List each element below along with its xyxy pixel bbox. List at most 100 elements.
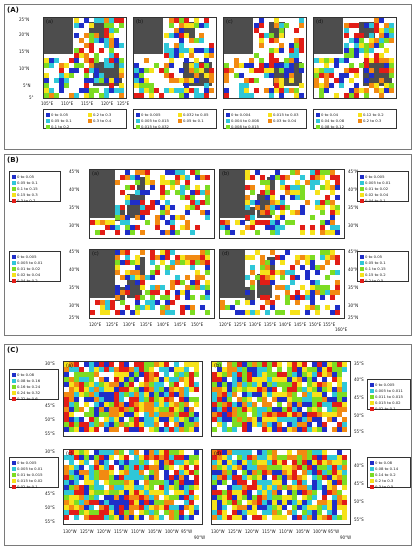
grid-cell xyxy=(190,200,195,205)
grid-cell xyxy=(232,412,237,417)
panel-letter: (c) xyxy=(226,19,233,25)
grid-cell xyxy=(179,495,184,500)
map-panel: (b) xyxy=(133,17,217,99)
grid-cell xyxy=(79,460,84,465)
grid-cell xyxy=(160,310,165,315)
grid-cell xyxy=(260,280,265,285)
grid-cell xyxy=(305,295,310,300)
grid-cell xyxy=(277,505,282,510)
grid-cell xyxy=(205,215,210,220)
grid-cell xyxy=(337,397,342,402)
grid-cell xyxy=(354,23,359,28)
legend-label: 0 to 0.08 xyxy=(17,372,35,377)
land-mass xyxy=(44,18,73,54)
grid-cell xyxy=(144,78,149,83)
grid-cell xyxy=(164,68,169,73)
grid-cell xyxy=(255,230,260,235)
grid-cell xyxy=(257,515,262,520)
grid-cell xyxy=(169,18,174,23)
legend-item: 0.2 to 0.3 xyxy=(370,478,393,483)
grid-cell xyxy=(109,48,114,53)
grid-cell xyxy=(84,480,89,485)
grid-cell xyxy=(174,460,179,465)
grid-cell xyxy=(289,43,294,48)
grid-cell xyxy=(124,402,129,407)
grid-cell xyxy=(114,495,119,500)
grid-cell xyxy=(189,387,194,392)
grid-cell xyxy=(302,500,307,505)
legend-swatch xyxy=(370,472,374,477)
grid-cell xyxy=(84,455,89,460)
grid-cell xyxy=(227,407,232,412)
grid-cell xyxy=(212,397,217,402)
grid-cell xyxy=(149,475,154,480)
grid-cell xyxy=(277,412,282,417)
grid-cell xyxy=(109,510,114,515)
grid-cell xyxy=(280,260,285,265)
grid-cell xyxy=(280,225,285,230)
grid-cell xyxy=(302,475,307,480)
grid-cell xyxy=(332,465,337,470)
grid-cell xyxy=(287,427,292,432)
grid-cell xyxy=(212,470,217,475)
grid-cell xyxy=(330,210,335,215)
legend-item: 0.05 to 0.1 xyxy=(360,260,386,265)
grid-cell xyxy=(109,83,114,88)
grid-cell xyxy=(165,265,170,270)
section-c: (C) (a) (b) (c) (d) 30°S 35°S 40°S 45°S … xyxy=(4,344,412,546)
grid-cell xyxy=(134,392,139,397)
legend-item: 0.15 to 0.2 xyxy=(360,272,386,277)
grid-cell xyxy=(275,220,280,225)
grid-cell xyxy=(349,53,354,58)
grid-cell xyxy=(299,68,304,73)
grid-cell xyxy=(124,500,129,505)
grid-cell xyxy=(179,475,184,480)
grid-cell xyxy=(212,490,217,495)
legend-item: 0.032 to 0.05 xyxy=(178,112,209,117)
grid-cell xyxy=(144,455,149,460)
grid-cell xyxy=(135,265,140,270)
grid-cell xyxy=(84,83,89,88)
grid-cell xyxy=(89,367,94,372)
grid-cell xyxy=(125,215,130,220)
grid-cell xyxy=(100,310,105,315)
grid-cell xyxy=(337,450,342,455)
grid-cell xyxy=(257,377,262,382)
grid-cell xyxy=(84,68,89,73)
grid-cell xyxy=(114,412,119,417)
grid-cell xyxy=(227,465,232,470)
grid-cell xyxy=(247,465,252,470)
grid-cell xyxy=(257,500,262,505)
x-tick-label: 150°E xyxy=(191,322,204,327)
grid-cell xyxy=(327,397,332,402)
grid-cell xyxy=(389,28,394,33)
grid-cell xyxy=(310,170,315,175)
grid-cell xyxy=(139,83,144,88)
grid-cell xyxy=(74,407,79,412)
grid-cell xyxy=(124,407,129,412)
grid-cell xyxy=(252,387,257,392)
grid-cell xyxy=(114,397,119,402)
grid-cell xyxy=(194,88,199,93)
grid-cell xyxy=(222,455,227,460)
grid-cell xyxy=(104,417,109,422)
grid-cell xyxy=(139,427,144,432)
grid-cell xyxy=(255,275,260,280)
grid-cell xyxy=(114,475,119,480)
grid-cell xyxy=(180,305,185,310)
grid-cell xyxy=(114,392,119,397)
grid-cell xyxy=(119,367,124,372)
grid-cell xyxy=(277,485,282,490)
grid-cell xyxy=(334,63,339,68)
grid-cell xyxy=(189,460,194,465)
grid-cell xyxy=(354,83,359,88)
grid-cell xyxy=(277,455,282,460)
grid-cell xyxy=(354,48,359,53)
grid-cell xyxy=(120,215,125,220)
grid-cell xyxy=(325,170,330,175)
grid-cell xyxy=(99,18,104,23)
grid-cell xyxy=(284,63,289,68)
grid-cell xyxy=(190,195,195,200)
grid-cell xyxy=(222,515,227,520)
grid-cell xyxy=(227,412,232,417)
